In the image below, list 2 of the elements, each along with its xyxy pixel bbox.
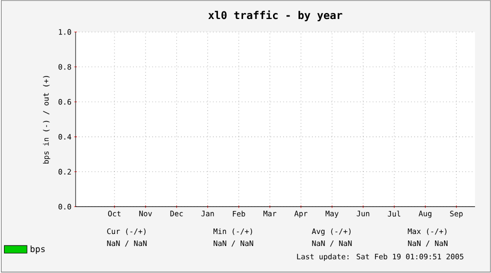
legend-label: bps [30,246,45,254]
chart-title: xl0 traffic - by year [208,10,342,22]
